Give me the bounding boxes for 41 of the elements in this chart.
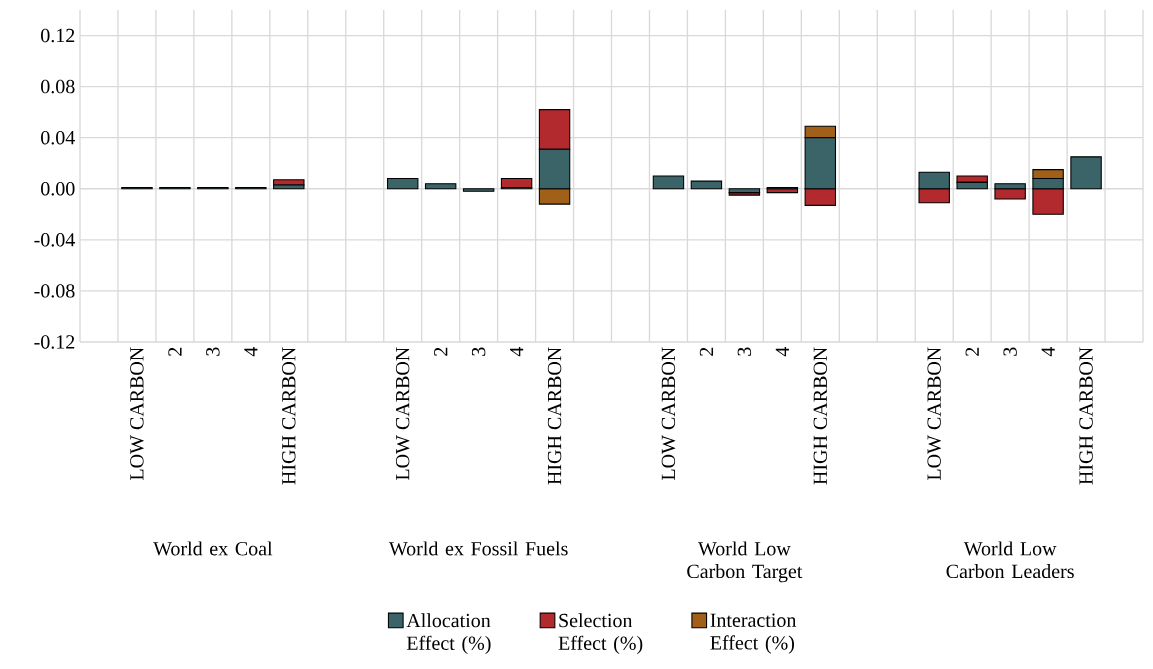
y-tick-label: -0.08 (34, 284, 75, 298)
x-tick-label: 4 (244, 347, 258, 357)
x-tick-label: HIGH CARBON (813, 347, 828, 485)
x-tick-label: 3 (206, 347, 220, 356)
bar (652, 175, 685, 190)
y-tick-label: 0.08 (41, 79, 75, 94)
bar (728, 188, 761, 194)
x-tick-label: 2 (168, 347, 182, 356)
x-tick-label: 4 (775, 347, 789, 357)
bar (462, 188, 495, 192)
y-tick-label: -0.04 (34, 233, 75, 247)
x-tick-label: 2 (434, 347, 448, 356)
x-tick-label: LOW CARBON (130, 347, 144, 481)
bar (424, 183, 457, 190)
y-tick-label: -0.12 (34, 335, 75, 349)
x-tick-label: 2 (965, 347, 979, 356)
bar (386, 178, 419, 190)
y-tick-label: 0.00 (41, 181, 75, 196)
legend-label: Selection Effect (%) (558, 613, 643, 655)
text: World ex Coal (153, 541, 273, 556)
x-tick-label: 3 (1003, 347, 1017, 356)
x-tick-label: 3 (471, 347, 486, 356)
text: World Low Carbon Leaders (946, 541, 1074, 579)
x-tick-label: HIGH CARBON (1079, 347, 1093, 485)
x-tick-label: 4 (510, 347, 524, 357)
x-tick-label: LOW CARBON (395, 347, 410, 481)
y-tick-label: 0.12 (41, 28, 75, 43)
x-tick-label: 2 (699, 347, 714, 356)
text: World ex Fossil Fuels (388, 541, 568, 556)
text: World Low Carbon Target (687, 541, 803, 583)
x-tick-label: LOW CARBON (927, 347, 941, 481)
x-tick-label: 4 (1041, 347, 1055, 357)
y-tick-label: 0.04 (41, 130, 75, 145)
legend-label: Interaction Effect (%) (710, 613, 797, 654)
x-tick-label: HIGH CARBON (547, 347, 562, 485)
x-tick-label: LOW CARBON (661, 347, 676, 481)
x-tick-label: 3 (737, 347, 752, 356)
legend-label: Allocation Effect (%) (406, 613, 491, 655)
x-tick-label: HIGH CARBON (282, 347, 296, 485)
bar (690, 180, 723, 190)
bar (1070, 156, 1102, 190)
